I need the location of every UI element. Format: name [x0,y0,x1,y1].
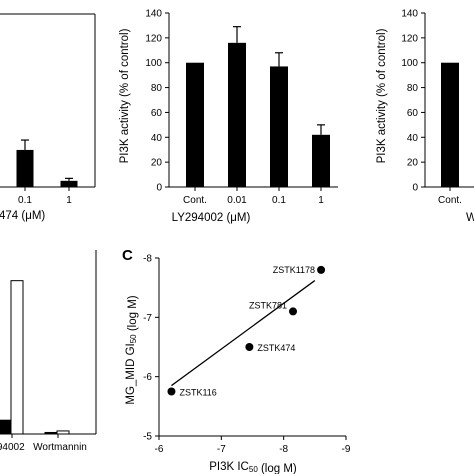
label-part: MG_MID GI [125,343,137,404]
middle-top-bar-panel: 0 20 40 60 80 100 120 140 Cont. 0.01 0.1 1 LY294002… [119,9,338,224]
middle-top-y-axis-label: PI3K activity (% of control) [119,28,131,163]
bar [441,62,459,187]
x-tick-label: Wortmannin [33,442,87,453]
left-top-bar-panel: 0.1 1 474 (μM) [0,13,96,222]
bar [312,134,330,187]
label-part: PI3K IC [209,461,249,473]
x-tick-label: 0.1 [18,195,32,206]
subscript-50: 50 [129,334,138,343]
y-tick-label: 120 [401,33,418,44]
y-tick-label: -6 [143,372,152,383]
y-tick-label: 100 [145,58,162,69]
label-part: (log M) [258,463,297,474]
x-tick-label: 1 [66,195,72,206]
bar [56,430,70,435]
left-top-x-axis-label: 474 (μM) [0,210,45,222]
y-tick-label: 140 [401,9,418,20]
y-tick-label: 120 [145,33,162,44]
x-tick-label: -9 [342,444,351,455]
x-tick-label: Cont. [438,195,462,206]
x-tick-label: -7 [217,444,226,455]
y-tick-label: 20 [407,158,419,169]
y-tick-label: 40 [407,133,419,144]
point-label: ZSTK116 [179,388,216,398]
y-tick-label: 20 [151,158,163,169]
scatter-point [245,343,254,351]
y-tick-label: -5 [143,432,152,443]
panel-c-label: C [122,247,133,264]
bar [10,280,24,435]
panel-c-scatter: C -6 -7 -8 -9-5-6-7-8ZSTK116ZSTK474ZSTK781Z… [122,247,351,474]
left-bottom-bars: 294002 Wortmannin [0,250,97,453]
x-tick-label: 0.1 [272,195,286,206]
right-top-bars: 0 20 40 60 80 100 120 140 Cont. [401,9,474,206]
x-tick-label: 294002 [0,442,25,453]
y-tick-label: 140 [145,9,162,20]
x-tick-label: 0.01 [227,195,247,206]
x-tick-label: -8 [279,444,288,455]
point-label: ZSTK781 [249,300,287,310]
bar [0,419,12,435]
panel-c-y-axis-label: MG_MID GI50 (log M) [125,295,139,404]
subscript-50: 50 [249,465,258,474]
point-label: ZSTK474 [257,343,295,353]
y-tick-label: 80 [407,83,419,94]
panel-c-x-axis-label: PI3K IC50 (log M) [209,461,297,474]
right-top-x-axis-label: W [466,212,474,224]
bar [186,62,204,187]
middle-top-bars: 0 20 40 60 80 100 120 140 Cont. 0.01 0.1 1 [145,9,338,206]
right-top-bar-panel: 0 20 40 60 80 100 120 140 Cont. W PI3K activity … [376,9,474,224]
scatter-point [289,307,298,316]
left-top-bars: 0.1 1 [0,13,96,206]
y-tick-label: 0 [156,183,162,194]
scatter-point [167,387,176,396]
point-label: ZSTK1178 [273,265,315,275]
y-tick-label: 60 [151,108,163,119]
y-tick-label: 40 [151,133,163,144]
bar [60,180,78,187]
y-tick-label: 60 [407,108,419,119]
bar [44,431,58,435]
label-part: (log M) [127,295,139,334]
panel-c-marks: -6 -7 -8 -9-5-6-7-8ZSTK116ZSTK474ZSTK781ZST… [143,254,351,456]
x-tick-label: -6 [155,444,164,455]
y-tick-label: 80 [151,83,163,94]
right-top-y-axis-label: PI3K activity (% of control) [376,28,388,163]
left-bottom-bar-panel: 294002 Wortmannin [0,250,97,453]
y-tick-label: 100 [401,58,418,69]
bar [228,42,246,188]
y-tick-label: -7 [143,313,152,324]
regression-line [171,280,316,387]
bar [270,66,288,187]
scatter-point [317,265,326,274]
y-tick-label: -8 [143,254,152,265]
middle-top-x-axis-label: LY294002 (μM) [172,212,251,224]
y-tick-label: 0 [412,183,418,194]
x-tick-label: Cont. [183,195,207,206]
x-tick-label: 1 [318,195,324,206]
bar [16,149,34,187]
